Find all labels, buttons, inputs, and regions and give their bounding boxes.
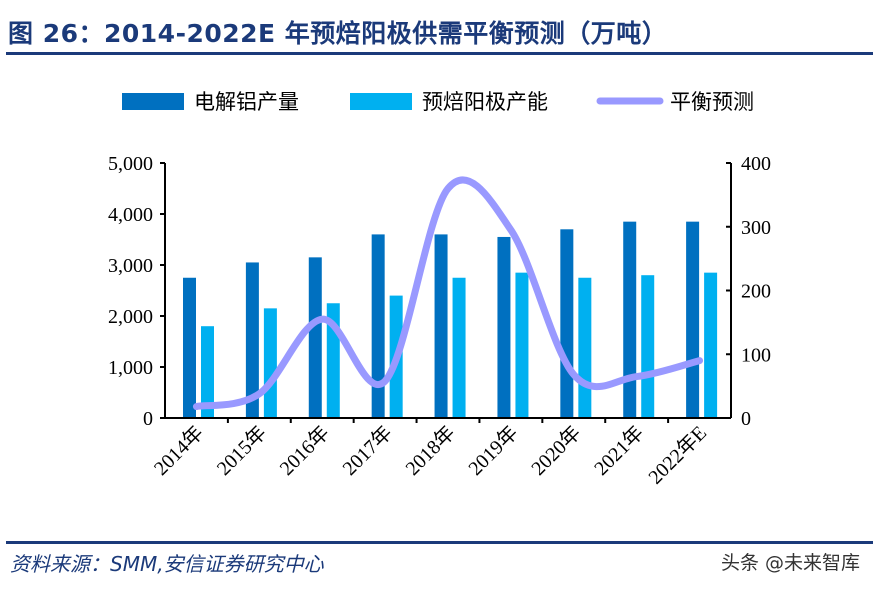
bar-2 (641, 275, 655, 418)
x-tick-label: 2022年E (644, 421, 711, 488)
bar-2 (578, 277, 592, 418)
x-tick-label: 2021年 (590, 421, 649, 480)
right-tick-label: 400 (741, 153, 771, 175)
legend-swatch (122, 93, 184, 110)
left-tick-label: 5,000 (108, 153, 153, 175)
bar-1 (623, 221, 637, 418)
watermark: 头条 @未来智库 (720, 552, 860, 574)
bar-1 (183, 277, 196, 418)
x-tick-label: 2018年 (401, 421, 460, 480)
bar-1 (686, 221, 700, 418)
bar-2 (201, 326, 214, 418)
bar-1 (308, 257, 322, 418)
balance-line (192, 176, 704, 411)
x-tick-label: 2019年 (464, 421, 523, 480)
left-tick-label: 2,000 (108, 306, 153, 328)
legend-label: 预焙阳极产能 (422, 90, 548, 114)
footer-rule (6, 541, 873, 544)
x-tick-label: 2016年 (275, 421, 334, 480)
left-tick-label: 0 (143, 408, 153, 430)
right-tick-label: 100 (741, 344, 771, 366)
x-tick-label: 2015年 (212, 421, 271, 480)
x-tick-label: 2014年 (149, 421, 208, 480)
legend-label: 电解铝产量 (194, 90, 299, 114)
x-tick-label: 2017年 (338, 421, 397, 480)
bar-2 (452, 277, 466, 418)
bar-1 (245, 262, 259, 418)
left-tick-label: 1,000 (108, 357, 153, 379)
figure-title: 图 26：2014-2022E 年预焙阳极供需平衡预测（万吨） (8, 19, 668, 48)
bar-1 (560, 229, 574, 418)
right-tick-label: 200 (741, 281, 771, 303)
bar-2 (515, 272, 529, 418)
left-tick-label: 4,000 (108, 204, 153, 226)
legend-swatch (350, 93, 412, 110)
legend-label: 平衡预测 (670, 90, 754, 114)
bar-1 (434, 234, 448, 418)
x-tick-label: 2020年 (527, 421, 586, 480)
source-note: 资料来源：SMM,安信证券研究中心 (10, 552, 324, 576)
left-tick-label: 3,000 (108, 255, 153, 277)
bar-2 (704, 272, 718, 418)
bar-2 (263, 308, 277, 418)
title-rule (6, 52, 873, 55)
bar-1 (497, 236, 511, 418)
bar-1 (371, 234, 385, 418)
right-tick-label: 300 (741, 217, 771, 239)
right-tick-label: 0 (741, 408, 751, 430)
